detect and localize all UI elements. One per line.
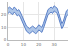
svg-text:20: 20 <box>1 12 7 17</box>
svg-text:0: 0 <box>7 42 10 46</box>
svg-text:10: 10 <box>1 25 7 30</box>
svg-text:0: 0 <box>4 37 7 42</box>
svg-text:20: 20 <box>36 42 42 46</box>
svg-text:10: 10 <box>21 42 27 46</box>
svg-text:30: 30 <box>52 42 58 46</box>
